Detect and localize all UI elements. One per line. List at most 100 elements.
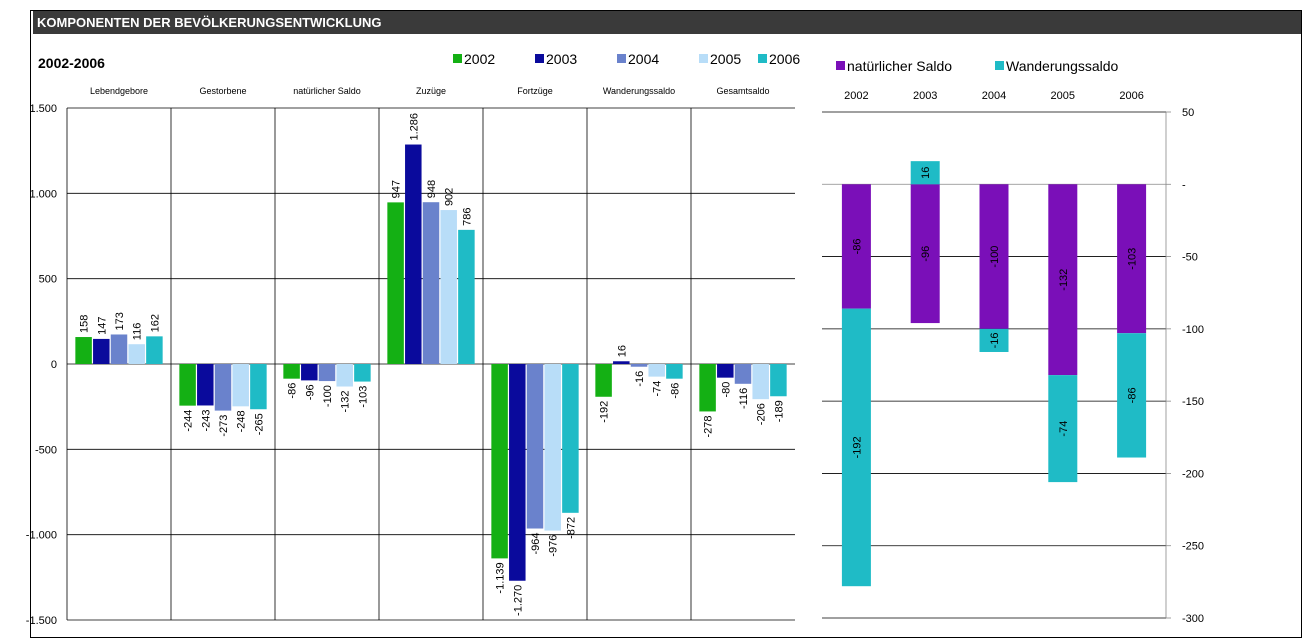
legend-swatch	[617, 54, 626, 63]
bar	[595, 364, 612, 397]
data-label: -1.270	[512, 585, 524, 616]
data-label: 902	[444, 188, 456, 206]
data-label: -96	[920, 246, 932, 262]
data-label: 16	[920, 167, 932, 179]
data-label: 116	[132, 323, 144, 341]
bar	[666, 364, 683, 379]
category-label: 2002	[844, 90, 868, 102]
legend-label: 2006	[769, 51, 800, 67]
bar	[110, 334, 128, 364]
data-label: -132	[1058, 269, 1070, 291]
data-label: 948	[426, 180, 438, 198]
y-tick-label: -1.500	[26, 615, 57, 627]
y-tick-label: -150	[1182, 396, 1204, 408]
data-label: -100	[322, 385, 334, 407]
y-tick-label: 0	[51, 359, 57, 371]
legend-swatch	[836, 61, 845, 70]
bar	[301, 364, 318, 381]
bar	[544, 364, 561, 531]
bar	[734, 364, 752, 384]
period-label: 2002-2006	[38, 55, 105, 71]
data-label: -248	[236, 410, 248, 432]
bar	[699, 364, 716, 412]
data-label: -273	[218, 415, 230, 437]
data-label: -116	[738, 388, 750, 409]
bar	[250, 364, 267, 410]
bar	[1048, 375, 1078, 483]
legend-swatch	[995, 61, 1004, 70]
data-label: -132	[340, 391, 352, 413]
data-label: -80	[720, 382, 732, 398]
data-label: 147	[96, 317, 108, 335]
y-tick-label: 1.500	[29, 103, 57, 115]
data-label: -189	[773, 400, 785, 422]
legend-swatch	[699, 54, 708, 63]
category-label: Gestorbene	[199, 86, 246, 96]
data-label: -192	[599, 401, 611, 423]
bar	[979, 328, 1009, 352]
y-tick-label: 50	[1182, 107, 1194, 119]
data-label: 786	[461, 207, 473, 225]
bar	[717, 364, 734, 378]
bar	[422, 202, 440, 364]
data-label: 158	[79, 315, 91, 333]
bar	[630, 364, 648, 367]
bar	[146, 336, 163, 364]
category-label: Lebendgebore	[90, 86, 148, 96]
category-label: Wanderungssaldo	[603, 86, 675, 96]
y-tick-label: 1.000	[29, 188, 57, 200]
bar	[1048, 184, 1078, 376]
bar	[841, 184, 871, 309]
data-label: -103	[357, 386, 369, 408]
legend-label: Wanderungssaldo	[1006, 58, 1119, 74]
data-label: -96	[304, 384, 316, 400]
page-title: KOMPONENTEN DER BEVÖLKERUNGSENTWICKLUNG	[33, 11, 1301, 34]
category-label: 2004	[982, 90, 1006, 102]
data-label: -86	[1127, 387, 1139, 403]
bar	[613, 361, 630, 364]
data-label: 162	[149, 314, 161, 332]
bar	[910, 161, 940, 185]
y-tick-label: 500	[39, 274, 57, 286]
y-tick-label: -500	[35, 444, 57, 456]
category-label: 2003	[913, 90, 937, 102]
bar	[562, 364, 579, 513]
data-label: -16	[634, 371, 646, 387]
data-label: 1.286	[408, 113, 420, 141]
legend-label: natürlicher Saldo	[847, 58, 952, 74]
y-tick-label: -200	[1182, 468, 1204, 480]
y-tick-label: -1.000	[26, 530, 57, 542]
bar	[405, 144, 422, 364]
data-label: -976	[548, 535, 560, 557]
bar	[336, 364, 353, 387]
bar	[440, 210, 457, 364]
bar	[354, 364, 371, 382]
data-label: -244	[183, 410, 195, 432]
bar	[979, 184, 1009, 329]
bar	[491, 364, 508, 559]
data-label: -1.139	[495, 562, 507, 593]
bar	[509, 364, 526, 581]
data-label: -16	[989, 332, 1001, 348]
data-label: -265	[253, 413, 265, 435]
bar	[648, 364, 665, 377]
bar	[75, 337, 92, 364]
data-label: -278	[703, 415, 715, 437]
data-label: -964	[530, 533, 542, 555]
category-label: Fortzüge	[517, 86, 553, 96]
legend-label: 2002	[464, 51, 495, 67]
bar	[214, 364, 232, 411]
bar	[93, 338, 110, 364]
data-label: 947	[391, 180, 403, 198]
chart-frame	[30, 10, 1302, 638]
bar	[1117, 184, 1147, 334]
data-label: -100	[989, 246, 1001, 268]
data-label: 173	[114, 312, 126, 330]
legend-swatch	[758, 54, 767, 63]
bar	[179, 364, 196, 406]
data-label: -86	[287, 383, 299, 399]
bar	[197, 364, 214, 406]
category-label: 2005	[1051, 90, 1075, 102]
data-label: -103	[1127, 248, 1139, 270]
legend-label: 2003	[546, 51, 577, 67]
